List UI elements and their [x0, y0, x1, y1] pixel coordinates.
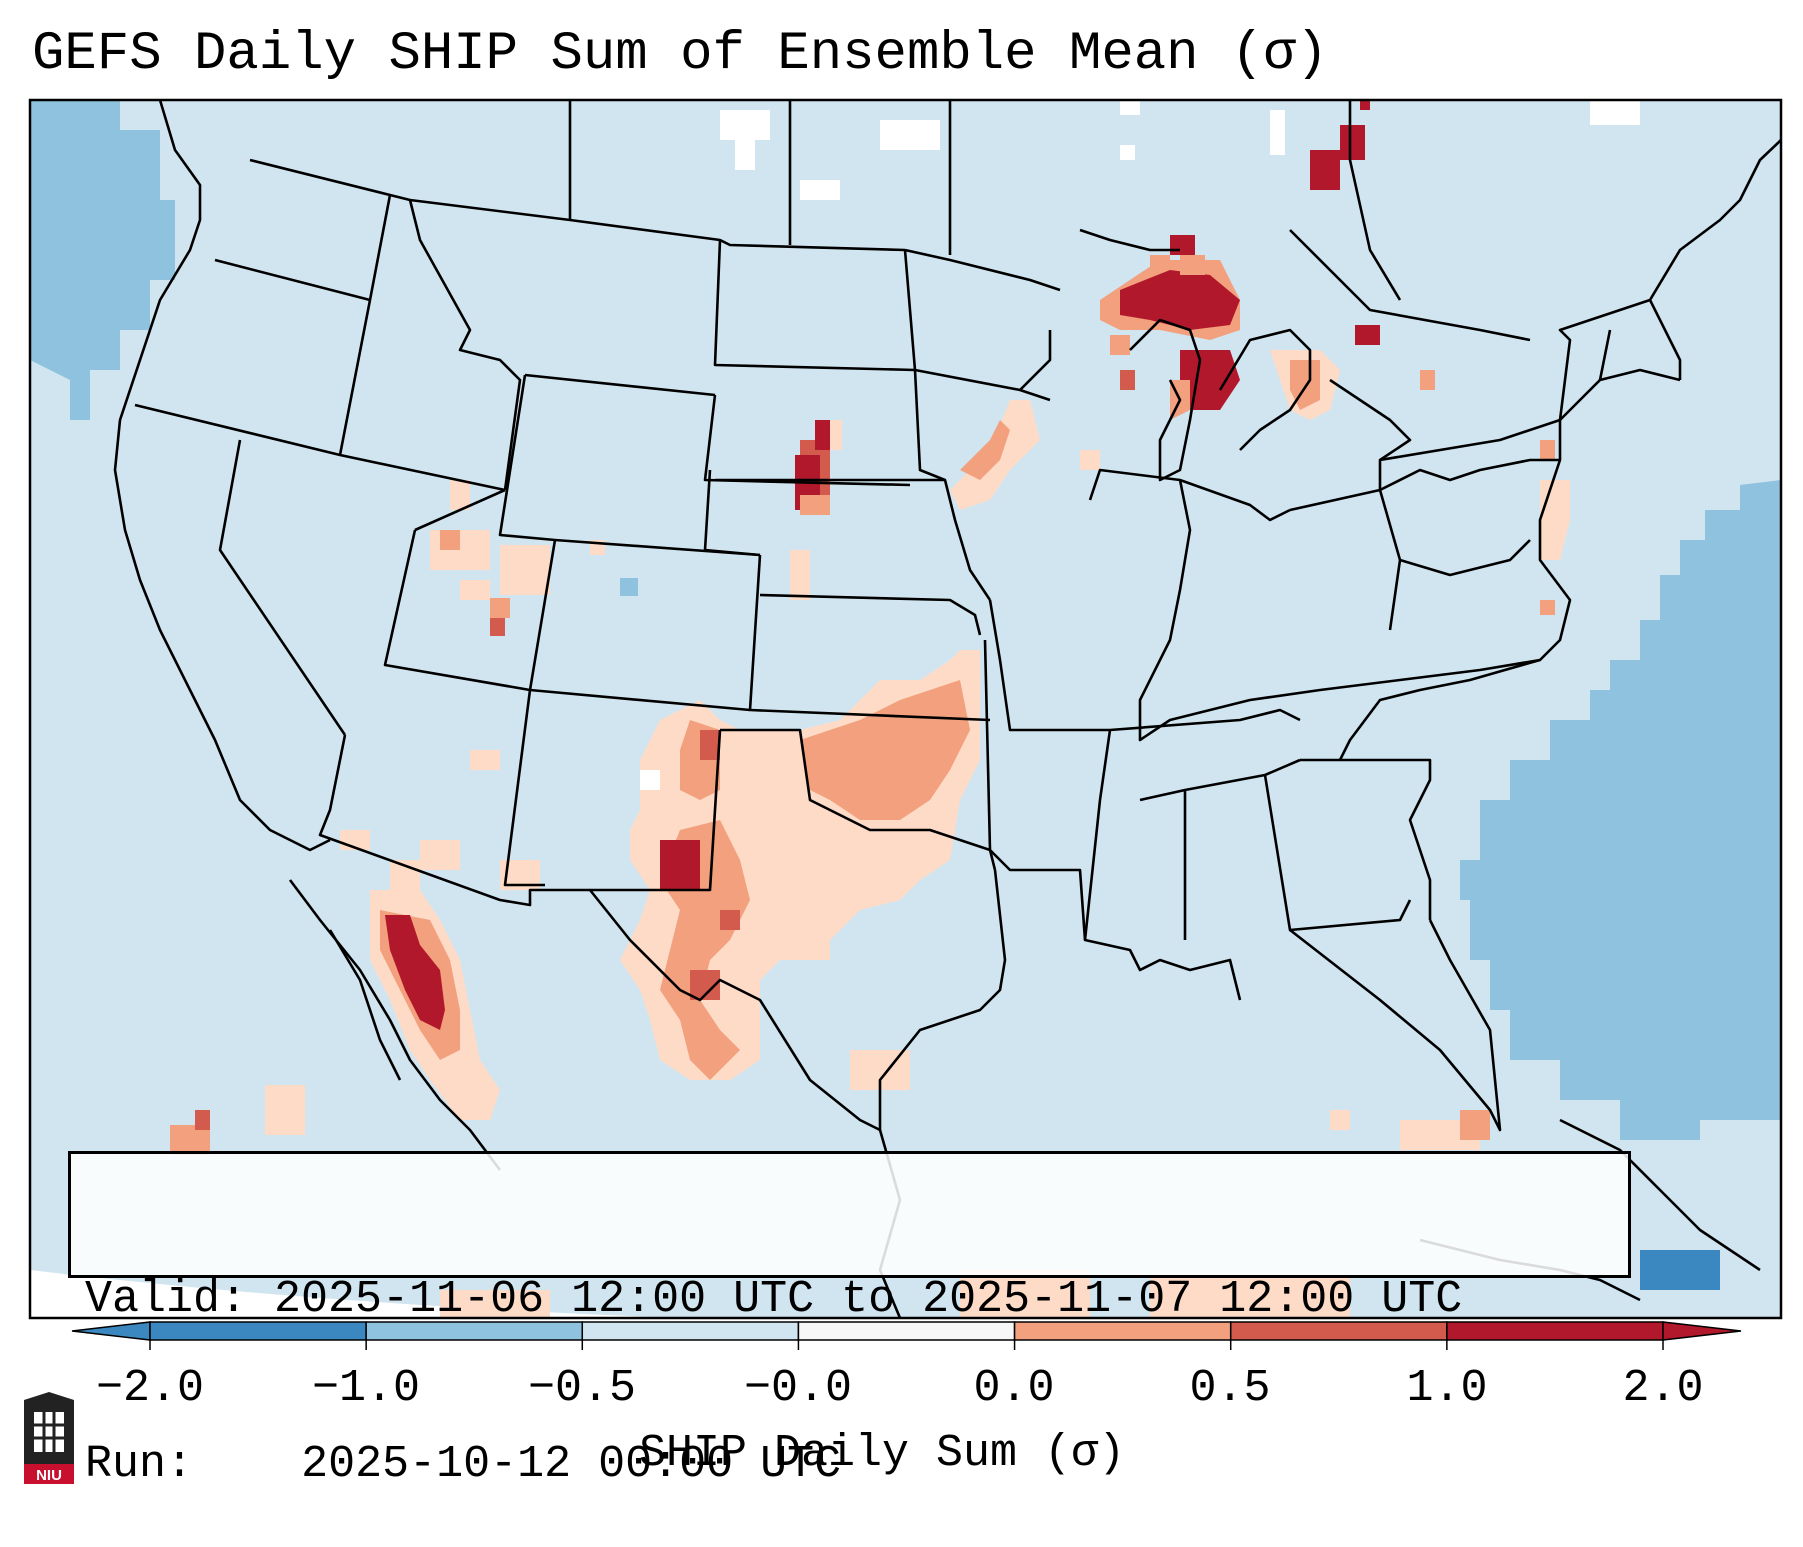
gulf-coast-positive-bits [440, 1050, 1490, 1318]
colorbar-extend-high [1662, 1321, 1742, 1341]
great-lakes-positive-region [1100, 100, 1435, 420]
colorbar-tick-label: 0.0 [973, 1363, 1055, 1414]
colorbar-tick-label: −2.0 [95, 1363, 205, 1414]
near-zero-patches [720, 100, 1640, 200]
map-panel [30, 100, 1781, 1318]
map-figure [28, 98, 1783, 1350]
colorbar-tick-label: 2.0 [1622, 1363, 1704, 1414]
run-value: 2025-10-12 00:00 UTC [301, 1439, 842, 1490]
valid-value: 2025-11-06 12:00 UTC to 2025-11-07 12:00… [274, 1274, 1463, 1325]
chart-title: GEFS Daily SHIP Sum of Ensemble Mean (σ) [32, 24, 1329, 85]
map-frame [28, 98, 1783, 1320]
run-row: Run: 2025-10-12 00:00 UTC [85, 1437, 1614, 1492]
sonora-positive-region [170, 890, 500, 1155]
colorbar-tick-label: 0.5 [1189, 1363, 1271, 1414]
colorbar-label: SHIP Daily Sum (σ) [639, 1428, 1126, 1479]
colorbar-tick-label: −0.0 [743, 1363, 853, 1414]
validity-info-box: Valid: 2025-11-06 12:00 UTC to 2025-11-0… [68, 1151, 1631, 1490]
projection-edge [30, 1270, 1781, 1318]
run-label: Run: [85, 1439, 194, 1490]
colorbar-tick-label: −1.0 [311, 1363, 421, 1414]
pacific-negative-region [30, 100, 175, 420]
atlantic-negative-region [620, 480, 1781, 1290]
southern-plains-positive-region [340, 650, 980, 1080]
logo-text: NIU [36, 1467, 62, 1484]
valid-row: Valid: 2025-11-06 12:00 UTC to 2025-11-0… [85, 1272, 1614, 1327]
colorbar-tick-label: −0.5 [527, 1363, 637, 1414]
colorbar [71, 1321, 1742, 1350]
colorbar-tick-label: 1.0 [1406, 1363, 1488, 1414]
valid-label: Valid: [85, 1274, 248, 1325]
iowa-minnesota-positive-streak [950, 400, 1100, 510]
niu-logo: NIU [24, 1392, 74, 1484]
rockies-positive-patches [430, 480, 810, 636]
